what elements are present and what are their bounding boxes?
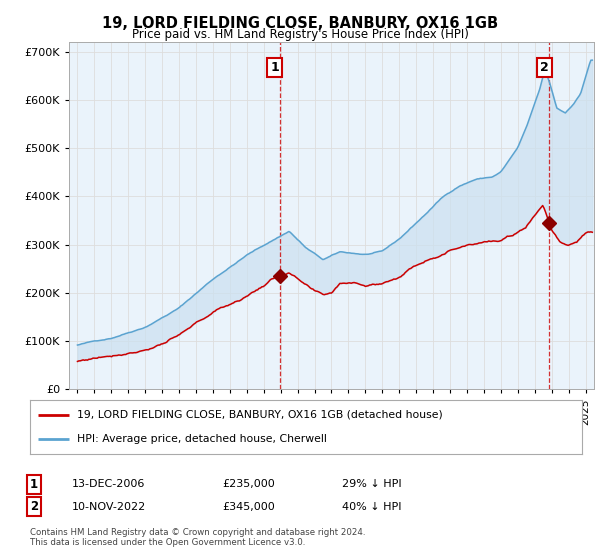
Text: 1: 1 xyxy=(271,61,280,74)
Text: 13-DEC-2006: 13-DEC-2006 xyxy=(72,479,145,489)
Text: Contains HM Land Registry data © Crown copyright and database right 2024.
This d: Contains HM Land Registry data © Crown c… xyxy=(30,528,365,547)
Text: 40% ↓ HPI: 40% ↓ HPI xyxy=(342,502,401,512)
Text: 2: 2 xyxy=(540,61,548,74)
Text: 19, LORD FIELDING CLOSE, BANBURY, OX16 1GB (detached house): 19, LORD FIELDING CLOSE, BANBURY, OX16 1… xyxy=(77,410,443,420)
Text: 1: 1 xyxy=(30,478,38,491)
Text: 29% ↓ HPI: 29% ↓ HPI xyxy=(342,479,401,489)
Text: £345,000: £345,000 xyxy=(222,502,275,512)
Text: £235,000: £235,000 xyxy=(222,479,275,489)
Text: HPI: Average price, detached house, Cherwell: HPI: Average price, detached house, Cher… xyxy=(77,434,327,444)
Text: 10-NOV-2022: 10-NOV-2022 xyxy=(72,502,146,512)
Text: Price paid vs. HM Land Registry's House Price Index (HPI): Price paid vs. HM Land Registry's House … xyxy=(131,28,469,41)
Text: 19, LORD FIELDING CLOSE, BANBURY, OX16 1GB: 19, LORD FIELDING CLOSE, BANBURY, OX16 1… xyxy=(102,16,498,31)
Text: 2: 2 xyxy=(30,500,38,514)
